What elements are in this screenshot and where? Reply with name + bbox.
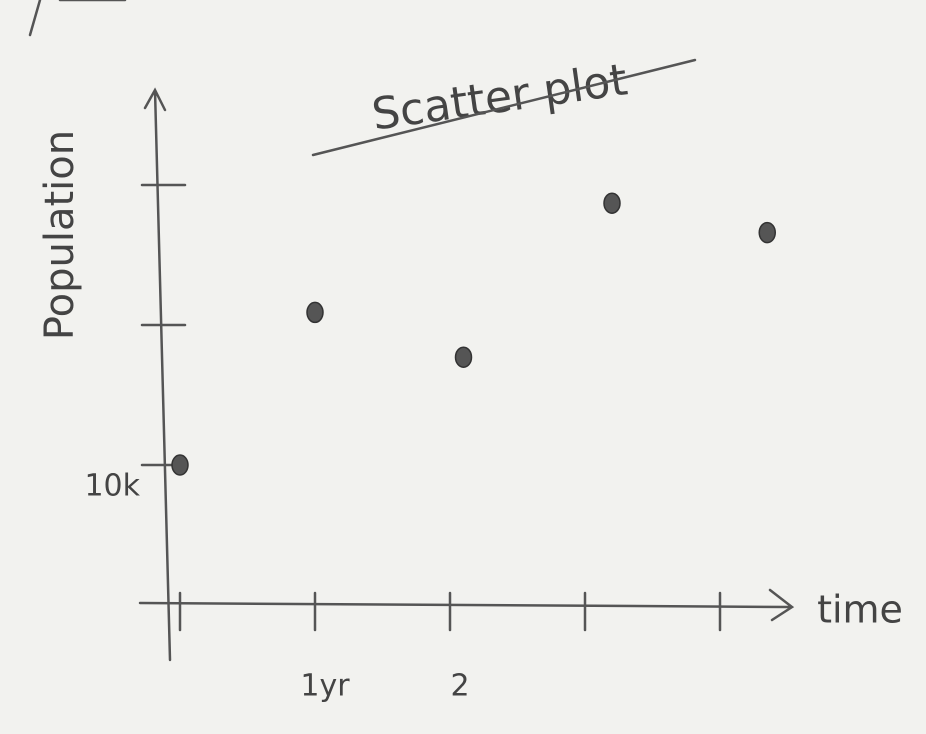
y-tick-label: 10k [84, 469, 140, 504]
x-tick-label: 1yr [300, 669, 350, 704]
x-axis-label: time [817, 588, 903, 632]
data-point [604, 193, 620, 213]
data-point [759, 223, 775, 243]
chart: Scatter plot Population time 1yr210k [0, 0, 926, 734]
y-axis-label: Population [37, 130, 83, 340]
data-point [456, 347, 472, 367]
x-tick-label: 2 [450, 669, 469, 704]
data-point [307, 302, 323, 322]
data-point [172, 455, 188, 475]
